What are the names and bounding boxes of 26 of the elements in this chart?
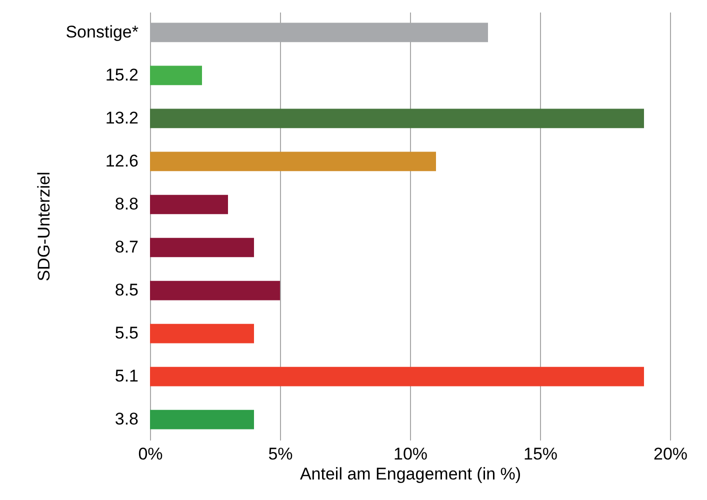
x-axis-title: Anteil am Engagement (in %) (300, 464, 522, 484)
x-tick-label: 5% (268, 444, 293, 464)
bar (150, 410, 254, 430)
x-tick-label: 10% (393, 444, 428, 464)
x-tick-label: 15% (523, 444, 558, 464)
y-tick-label: 8.7 (114, 238, 138, 257)
bar (150, 194, 228, 214)
bar (150, 280, 280, 300)
y-tick-label: 5.5 (114, 324, 138, 343)
bar (150, 324, 254, 344)
x-tick-label: 20% (653, 444, 688, 464)
y-tick-label: 15.2 (105, 65, 138, 84)
bar (150, 152, 436, 172)
y-axis-title: SDG-Unterziel (34, 172, 54, 282)
y-tick-label: 8.5 (114, 280, 138, 300)
y-tick-label: 5.1 (114, 366, 138, 386)
bar (150, 238, 254, 258)
y-tick-label: 12.6 (105, 151, 138, 170)
bar (150, 366, 644, 386)
bar (150, 108, 644, 128)
y-tick-label: Sonstige* (66, 22, 139, 42)
y-tick-label: 3.8 (114, 410, 138, 429)
y-tick-label: 8.8 (114, 194, 138, 214)
x-tick-label: 0% (138, 444, 163, 464)
bar (150, 66, 202, 86)
y-tick-label: 13.2 (105, 108, 138, 128)
